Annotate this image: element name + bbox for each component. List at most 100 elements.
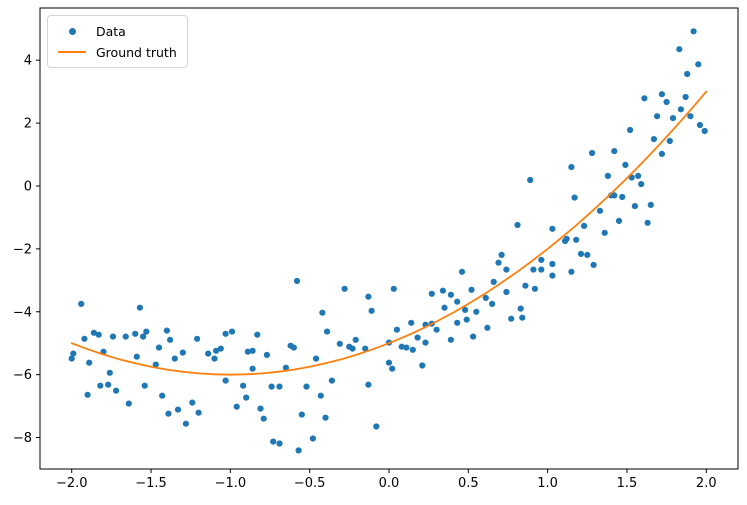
data-point	[627, 126, 634, 134]
data-point	[317, 392, 324, 399]
data-point	[519, 314, 526, 321]
data-point	[677, 106, 685, 113]
data-point	[658, 91, 666, 98]
data-point	[368, 307, 375, 314]
y-tick-label: 2	[24, 117, 32, 132]
data-point	[113, 387, 120, 394]
data-point	[243, 394, 250, 401]
data-point	[414, 334, 421, 341]
x-tick-label: 2.0	[696, 476, 717, 491]
data-point	[669, 115, 677, 122]
data-point	[133, 353, 140, 360]
data-point	[498, 251, 505, 258]
data-point	[189, 399, 196, 406]
ground-truth-curve	[70, 90, 708, 376]
data-point	[531, 285, 539, 292]
data-point	[276, 383, 283, 390]
data-point	[105, 381, 112, 388]
data-point	[217, 345, 224, 352]
data-point	[182, 420, 189, 427]
data-point	[482, 294, 489, 301]
data-point	[439, 287, 446, 294]
data-point	[293, 277, 301, 285]
data-point	[228, 328, 236, 335]
data-point	[644, 219, 651, 226]
data-point	[312, 355, 320, 362]
data-point	[676, 46, 683, 53]
data-point	[68, 355, 75, 362]
data-point	[611, 192, 618, 199]
data-point	[276, 440, 283, 447]
data-point	[419, 362, 426, 369]
data-point	[696, 121, 704, 129]
data-point	[78, 300, 85, 307]
data-point	[240, 382, 247, 389]
data-point	[324, 328, 331, 335]
data-point	[257, 405, 264, 412]
data-point	[530, 266, 537, 273]
data-point	[563, 235, 570, 242]
y-tick-label: −4	[13, 305, 32, 320]
data-point	[163, 327, 170, 334]
data-point	[484, 324, 491, 331]
data-point	[581, 222, 588, 229]
data-point	[249, 365, 256, 372]
data-point	[687, 113, 694, 120]
data-point	[303, 383, 310, 390]
data-point	[447, 336, 454, 343]
data-point	[458, 268, 466, 275]
data-point	[473, 308, 480, 315]
data-point	[195, 409, 202, 416]
y-tick-label: −8	[13, 431, 32, 446]
data-point	[140, 333, 147, 340]
data-point	[604, 172, 612, 179]
data-point	[508, 315, 515, 322]
data-point	[125, 400, 132, 407]
legend-item-data: Data	[57, 22, 177, 40]
data-point	[233, 403, 240, 410]
data-point	[503, 266, 510, 273]
data-point	[268, 383, 275, 390]
data-point	[84, 391, 91, 398]
data-point	[701, 127, 708, 135]
data-point	[336, 340, 343, 347]
data-point	[615, 217, 623, 224]
x-tick-label: 1.5	[617, 476, 638, 491]
data-point	[549, 260, 556, 268]
data-point	[622, 161, 629, 168]
data-point	[658, 150, 666, 157]
data-point	[171, 355, 178, 362]
data-marker-icon	[68, 27, 76, 35]
data-point	[319, 309, 326, 316]
data-point	[514, 221, 521, 229]
data-point	[309, 435, 316, 442]
data-point	[385, 359, 393, 366]
data-point	[165, 410, 172, 417]
data-point	[463, 316, 470, 323]
legend: Data Ground truth	[47, 15, 188, 68]
data-point	[328, 377, 335, 384]
data-point	[282, 364, 289, 371]
legend-label-ground-truth: Ground truth	[96, 44, 177, 60]
legend-item-ground-truth: Ground truth	[57, 43, 177, 61]
data-point	[349, 345, 356, 352]
data-point	[495, 259, 502, 266]
data-point	[213, 347, 220, 354]
data-point	[295, 447, 302, 454]
data-point	[95, 331, 102, 338]
data-point	[263, 351, 270, 358]
data-point	[270, 438, 277, 445]
data-point	[403, 344, 410, 351]
data-point	[641, 95, 648, 102]
data-point	[174, 406, 182, 413]
data-point	[573, 236, 580, 243]
data-point	[81, 335, 88, 342]
data-point	[143, 328, 150, 335]
data-point	[454, 319, 461, 326]
data-point	[549, 272, 556, 279]
data-point	[393, 326, 400, 333]
data-point	[179, 349, 186, 356]
data-point	[462, 306, 469, 313]
data-point	[205, 350, 212, 357]
